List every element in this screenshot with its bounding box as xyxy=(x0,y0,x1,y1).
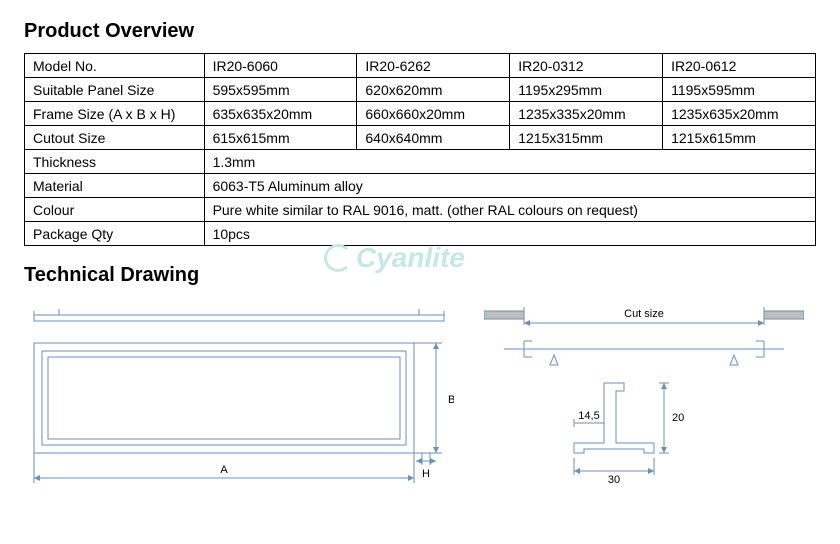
table-row: Frame Size (A x B x H)635x635x20mm660x66… xyxy=(25,102,816,126)
row-value: 10pcs xyxy=(204,222,815,246)
row-label: Thickness xyxy=(25,150,205,174)
row-label: Model No. xyxy=(25,54,205,78)
table-row: Material6063-T5 Aluminum alloy xyxy=(25,174,816,198)
row-value: IR20-0612 xyxy=(663,54,816,78)
row-value: IR20-6060 xyxy=(204,54,357,78)
row-label: Material xyxy=(25,174,205,198)
row-label: Suitable Panel Size xyxy=(25,78,205,102)
svg-text:A: A xyxy=(220,464,228,476)
row-label: Package Qty xyxy=(25,222,205,246)
watermark-logo: Cyanlite xyxy=(324,242,465,274)
row-value: 1215x615mm xyxy=(663,126,816,150)
row-label: Frame Size (A x B x H) xyxy=(25,102,205,126)
row-value: 635x635x20mm xyxy=(204,102,357,126)
row-value: 1195x295mm xyxy=(510,78,663,102)
cyanlite-icon xyxy=(324,244,352,272)
row-value: 660x660x20mm xyxy=(357,102,510,126)
drawing-front-view: A B H xyxy=(24,333,454,503)
svg-text:30: 30 xyxy=(608,474,620,486)
svg-text:14,5: 14,5 xyxy=(578,410,599,422)
overview-title: Product Overview xyxy=(24,20,816,43)
table-row: Cutout Size615x615mm640x640mm1215x315mm1… xyxy=(25,126,816,150)
row-value: 620x620mm xyxy=(357,78,510,102)
drawing-cut-size: Cut size xyxy=(484,303,804,373)
row-value: 1215x315mm xyxy=(510,126,663,150)
row-value: 1.3mm xyxy=(204,150,815,174)
table-row: ColourPure white similar to RAL 9016, ma… xyxy=(25,198,816,222)
table-row: Model No.IR20-6060IR20-6262IR20-0312IR20… xyxy=(25,54,816,78)
drawing-profile: 14,5 20 30 xyxy=(484,373,804,503)
row-value: IR20-6262 xyxy=(357,54,510,78)
table-row: Suitable Panel Size595x595mm620x620mm119… xyxy=(25,78,816,102)
row-value: 615x615mm xyxy=(204,126,357,150)
row-label: Colour xyxy=(25,198,205,222)
svg-text:H: H xyxy=(422,468,430,480)
row-value: 1195x595mm xyxy=(663,78,816,102)
svg-text:B: B xyxy=(448,394,454,406)
row-value: 1235x335x20mm xyxy=(510,102,663,126)
row-value: 640x640mm xyxy=(357,126,510,150)
row-value: 595x595mm xyxy=(204,78,357,102)
watermark-text: Cyanlite xyxy=(356,242,465,274)
row-value: 1235x635x20mm xyxy=(663,102,816,126)
row-value: IR20-0312 xyxy=(510,54,663,78)
table-row: Thickness1.3mm xyxy=(25,150,816,174)
row-value: Pure white similar to RAL 9016, matt. (o… xyxy=(204,198,815,222)
row-label: Cutout Size xyxy=(25,126,205,150)
svg-text:20: 20 xyxy=(672,412,684,424)
spec-table: Model No.IR20-6060IR20-6262IR20-0312IR20… xyxy=(24,53,816,246)
drawing-top-side-view xyxy=(24,303,454,333)
svg-text:Cut size: Cut size xyxy=(624,308,664,320)
row-value: 6063-T5 Aluminum alloy xyxy=(204,174,815,198)
